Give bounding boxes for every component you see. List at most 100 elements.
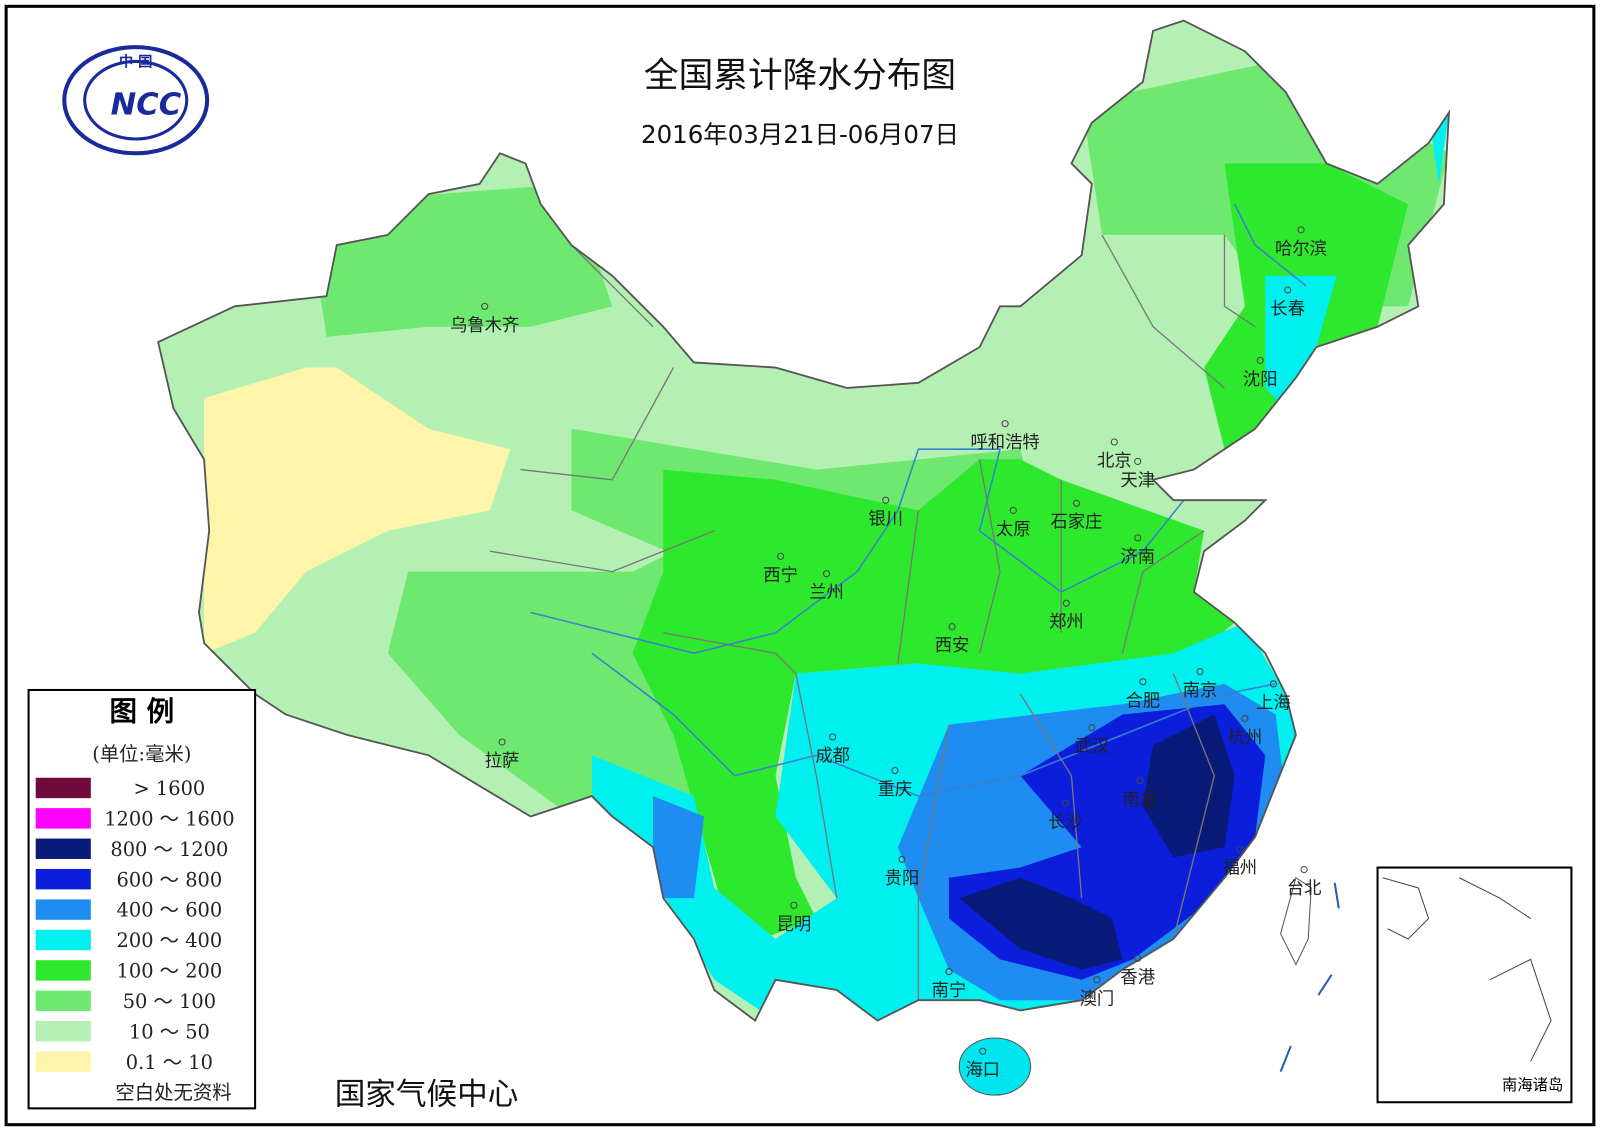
city-marker (948, 623, 956, 631)
city-label: 西安 (935, 636, 970, 656)
city-label: 南宁 (932, 981, 967, 1001)
legend-unit: (单位:毫米) (92, 742, 191, 765)
legend-label: 50 ～ 100 (123, 990, 216, 1013)
hainan (958, 1037, 1032, 1096)
city-label: 天津 (1120, 471, 1155, 491)
legend-swatch (35, 899, 91, 920)
legend-swatch (35, 808, 91, 829)
city-label: 杭州 (1228, 728, 1263, 748)
city-label: 香港 (1120, 968, 1155, 988)
legend-label: 800 ～ 1200 (110, 838, 228, 861)
city-label: 西宁 (763, 566, 798, 586)
city-marker (882, 496, 890, 504)
legend-label: 0.1 ～ 10 (126, 1051, 213, 1074)
city-marker (829, 733, 837, 741)
subtitle: 2016年03月21日-06月07日 (641, 120, 959, 149)
city-marker (1241, 714, 1249, 723)
city-marker (1009, 506, 1017, 514)
legend-swatch (35, 1021, 91, 1042)
city-marker (1134, 457, 1142, 465)
legend-title: 图 例 (109, 696, 174, 728)
legend-swatch (35, 868, 91, 890)
city-marker (1136, 777, 1144, 785)
city-label: 长沙 (1048, 813, 1083, 833)
rivers (530, 203, 1307, 797)
city-label: 太原 (996, 520, 1031, 540)
logo-name: NCC (111, 87, 182, 122)
city-label: 沈阳 (1243, 370, 1278, 390)
city-label: 拉萨 (485, 752, 520, 772)
city-marker (1139, 678, 1147, 686)
city-marker (1001, 420, 1009, 428)
nine-dash (1279, 882, 1340, 1073)
city-marker (945, 968, 953, 976)
city-marker (1110, 438, 1118, 446)
legend-label: 200 ～ 400 (117, 929, 223, 952)
city-label: 福州 (1222, 859, 1257, 879)
city-label: 石家庄 (1051, 513, 1103, 533)
city-label: 济南 (1120, 547, 1155, 567)
legend-swatch (35, 929, 91, 951)
city-marker (1284, 286, 1292, 294)
city-marker (777, 552, 785, 560)
city-label: 南京 (1183, 681, 1218, 701)
city-marker (1134, 534, 1142, 542)
zone (632, 163, 1409, 950)
logo-top: 中 国 (119, 53, 153, 71)
city-label: 哈尔滨 (1275, 239, 1327, 259)
city-label: 昆明 (777, 915, 812, 935)
legend-label: 10 ～ 50 (129, 1020, 210, 1043)
city-marker (891, 767, 899, 775)
legend-label: 400 ～ 600 (117, 899, 223, 922)
city-marker (898, 855, 906, 863)
city-label: 合肥 (1126, 691, 1161, 711)
city-marker (1256, 356, 1264, 364)
city-marker (1093, 976, 1101, 984)
legend-label: 100 ～ 200 (117, 960, 223, 983)
city-label: 银川 (868, 510, 903, 530)
city-label: 重庆 (878, 780, 913, 800)
legend: 图 例 (单位:毫米) 空白处无资料 > 1600 1200 ～ 1600 800 … (27, 688, 257, 1110)
inset-label: 南海诸岛 (1502, 1076, 1563, 1094)
city-marker (1300, 866, 1308, 874)
city-marker (1061, 799, 1069, 807)
legend-label: 1200 ～ 1600 (104, 808, 234, 831)
legend-note: 空白处无资料 (115, 1081, 231, 1104)
legend-label: > 1600 (134, 777, 206, 800)
city-marker (1088, 724, 1096, 732)
city-label: 海口 (965, 1061, 1000, 1081)
city-marker (1062, 599, 1070, 607)
logo: 中 国 NCC (62, 45, 210, 156)
zone (204, 367, 511, 654)
legend-label: 600 ～ 800 (117, 868, 223, 891)
city-marker (822, 570, 831, 578)
city-marker (1196, 668, 1204, 676)
city-label: 上海 (1256, 693, 1291, 713)
footer-source: 国家气候中心 (335, 1077, 519, 1112)
legend-swatch (35, 777, 91, 799)
province-borders (489, 234, 1256, 1001)
legend-swatch (35, 990, 91, 1012)
city-label: 武汉 (1075, 737, 1110, 757)
city-marker (498, 738, 506, 746)
city-label: 兰州 (809, 583, 844, 603)
city-marker (1072, 499, 1081, 507)
city-label: 北京 (1097, 452, 1132, 472)
legend-swatch (35, 838, 91, 859)
inset-frame (1376, 866, 1573, 1104)
legend-swatch (35, 1051, 91, 1072)
city-marker (1297, 226, 1305, 234)
city-label: 乌鲁木齐 (450, 316, 519, 336)
city-marker (1236, 845, 1244, 853)
city-marker (790, 901, 798, 909)
city-marker (1269, 680, 1278, 688)
city-label: 长春 (1270, 299, 1305, 319)
title: 全国累计降水分布图 (644, 56, 956, 96)
city-label: 贵阳 (885, 869, 920, 889)
city-label: 呼和浩特 (970, 433, 1039, 453)
taiwan (1280, 876, 1312, 966)
inset-coast (1382, 877, 1552, 1062)
